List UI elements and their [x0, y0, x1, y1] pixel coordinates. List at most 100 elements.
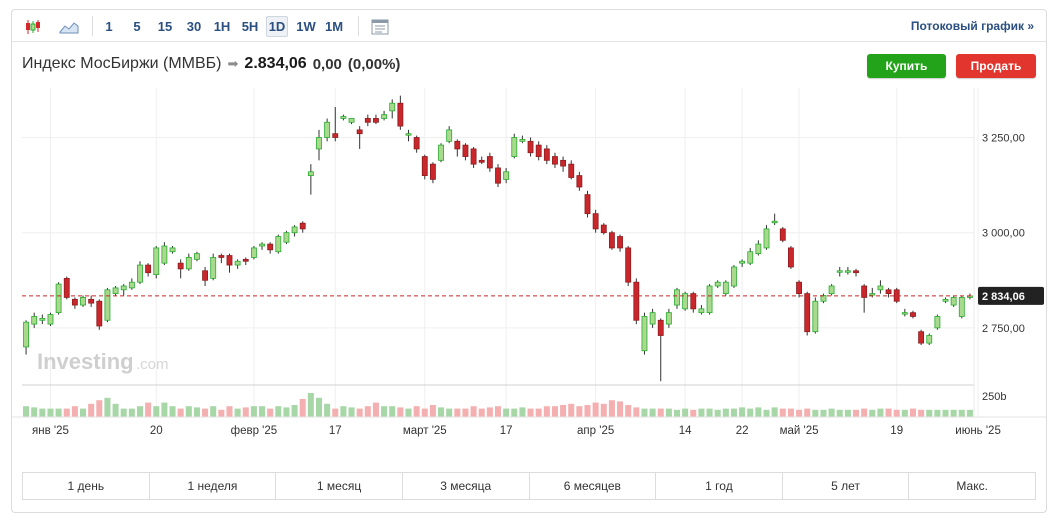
volume-bar: [877, 408, 884, 417]
candle-up: [47, 314, 54, 325]
candle-down: [267, 243, 274, 251]
volume-bar: [120, 408, 127, 417]
volume-bar: [478, 408, 485, 417]
candle-up: [665, 312, 672, 325]
x-tick-label: янв '25: [32, 425, 69, 437]
area-chart-icon[interactable]: [56, 16, 82, 37]
volume-bar: [519, 407, 526, 417]
buy-button[interactable]: Купить: [867, 54, 946, 78]
interval-1d[interactable]: 1D: [266, 16, 288, 37]
y-tick-label: 3 250,00: [982, 133, 1025, 145]
volume-bar: [324, 403, 331, 417]
candle-down: [63, 277, 70, 298]
interval-1w[interactable]: 1W: [296, 19, 316, 34]
interval-1h[interactable]: 1H: [213, 19, 231, 34]
volume-bar: [356, 408, 363, 417]
range-button[interactable]: 1 месяц: [276, 473, 403, 499]
range-button[interactable]: Макс.: [956, 479, 988, 493]
volume-bar: [714, 409, 721, 417]
indicators-icon[interactable]: [369, 16, 391, 37]
instrument-header: Индекс МосБиржи (MMBБ) ➡ 2.834,06 0,00 (…: [22, 54, 400, 74]
volume-bar: [869, 409, 876, 417]
interval-1m[interactable]: 1M: [324, 19, 344, 34]
candle-down: [568, 163, 575, 178]
candle-up: [324, 121, 331, 138]
range-button[interactable]: 1 год: [656, 473, 783, 499]
candle-up: [185, 257, 192, 270]
interval-30[interactable]: 30: [186, 19, 202, 34]
candle-up: [389, 102, 396, 112]
range-button[interactable]: 3 месяца: [403, 473, 530, 499]
range-button[interactable]: 1 неделя: [150, 473, 277, 499]
candle-down: [885, 289, 892, 295]
price-chart[interactable]: 3 250,00 3 000,00 2 750,00 Investing .com 2 8…: [12, 10, 1047, 465]
candle-up: [836, 270, 843, 273]
instrument-title: Индекс МосБиржи (MMBБ): [22, 55, 222, 72]
candle-down: [527, 140, 534, 154]
range-button[interactable]: 6 месяцев: [530, 473, 657, 499]
volume-bar: [153, 406, 160, 417]
candle-down: [177, 262, 184, 270]
volume-bar: [31, 407, 38, 417]
volume-bar: [486, 407, 493, 417]
candle-down: [560, 159, 567, 167]
x-tick-label: апр '25: [577, 425, 614, 437]
candle-down: [373, 118, 379, 123]
toolbar-divider: [358, 16, 359, 36]
interval-5h[interactable]: 5H: [241, 19, 259, 34]
range-button[interactable]: 1 день: [23, 473, 150, 499]
volume-bar: [413, 406, 420, 417]
volume-bar: [381, 406, 388, 417]
sell-button[interactable]: Продать: [956, 54, 1036, 78]
volume-bar: [958, 409, 965, 417]
candle-up: [55, 283, 62, 314]
volume-bar: [259, 406, 266, 417]
candle-up: [731, 266, 737, 287]
candle-up: [438, 144, 444, 161]
candle-up: [682, 293, 689, 310]
last-price-tag: [978, 286, 1044, 305]
volume-bar: [202, 408, 209, 417]
volume-bar: [755, 407, 762, 417]
chevron-right-icon: »: [1027, 19, 1034, 33]
volume-bar: [861, 408, 868, 417]
candle-up: [153, 247, 160, 275]
volume-bar: [494, 406, 502, 417]
volume-axis-label: 250b: [982, 391, 1006, 403]
interval-15[interactable]: 15: [157, 19, 173, 34]
candle-down: [690, 293, 697, 310]
volume-bar: [307, 393, 314, 417]
candle-down: [397, 102, 404, 127]
stream-chart-link[interactable]: Потоковый график »: [911, 19, 1034, 33]
candle-up: [950, 297, 957, 306]
volume-bar: [405, 408, 412, 417]
stream-chart-label: Потоковый график: [910, 19, 1024, 33]
volume-bar: [234, 408, 241, 417]
range-button[interactable]: 5 лет: [783, 473, 910, 499]
volume-bar: [389, 406, 396, 417]
candlestick-icon[interactable]: [22, 16, 44, 37]
candle-down: [861, 285, 868, 298]
volume-bar: [218, 409, 225, 417]
volume-bar: [23, 406, 30, 417]
volume-bar: [560, 405, 567, 417]
volume-bar: [918, 409, 925, 417]
x-tick-label: 14: [679, 425, 692, 437]
candle-up: [128, 281, 135, 289]
volume-bar: [633, 407, 640, 417]
volume-bar: [682, 408, 689, 417]
volume-bar: [584, 405, 591, 417]
candle-down: [478, 159, 485, 163]
arrow-right-icon: ➡: [227, 56, 239, 71]
volume-bar: [128, 408, 135, 417]
interval-1[interactable]: 1: [105, 19, 113, 34]
last-price: 2.834,06: [244, 55, 307, 72]
candle-up: [307, 171, 314, 176]
x-tick-label: май '25: [780, 425, 819, 437]
price-change-percent: (0,00%): [347, 55, 401, 73]
volume-bar: [950, 409, 957, 417]
volume-bar: [934, 409, 941, 417]
volume-bar: [649, 408, 656, 417]
interval-5[interactable]: 5: [133, 19, 141, 34]
candle-down: [779, 228, 786, 241]
